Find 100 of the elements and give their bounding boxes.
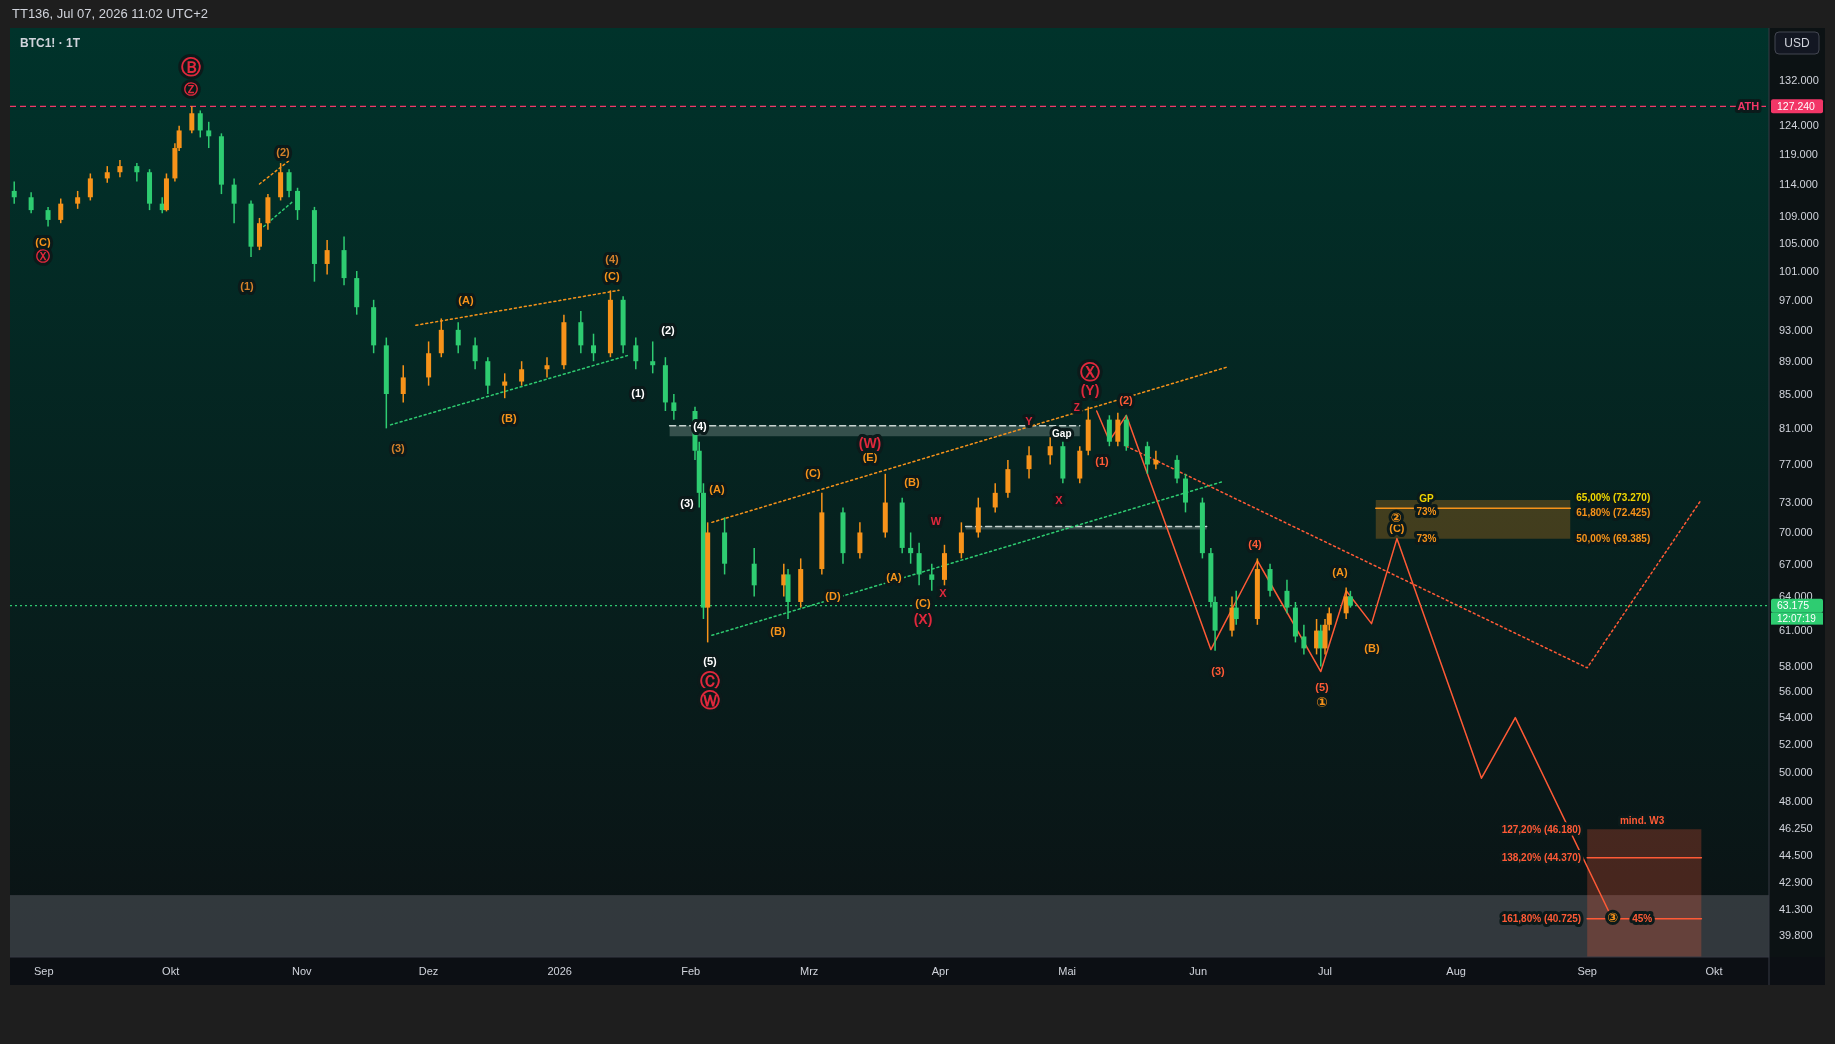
annotation: (2) — [1119, 393, 1134, 406]
x-tick-label: Jul — [1317, 965, 1333, 977]
text: USD — [1784, 36, 1810, 51]
x-tick-label: Sep — [1577, 965, 1597, 977]
y-tick-label: 124.000 — [1779, 118, 1819, 131]
y-tick-label: 109.000 — [1779, 210, 1819, 223]
y-tick-label: 42.900 — [1779, 875, 1813, 888]
annotation: (1) — [631, 386, 646, 399]
annotation: 50,00% (69.385) — [1576, 533, 1651, 545]
chart-subtitle: TT136, Jul 07, 2026 11:02 UTC+2 — [12, 6, 208, 21]
y-tick-label: 48.000 — [1779, 795, 1813, 808]
y-tick-label: 44.500 — [1779, 849, 1813, 862]
y-tick-label: 41.300 — [1779, 902, 1813, 915]
y-tick-label: 52.000 — [1779, 738, 1813, 751]
annotation: (3) — [391, 441, 406, 454]
annotation: (C) — [1389, 522, 1405, 535]
annotation: mind. W3 — [1619, 814, 1665, 826]
y-tick-label: 119.000 — [1779, 147, 1818, 160]
x-tick-label: Sep — [34, 965, 54, 977]
y-tick-label: 89.000 — [1779, 355, 1813, 368]
annotation: Gap — [1052, 428, 1072, 440]
y-tick-label: 61.000 — [1779, 624, 1813, 637]
annotation: (B) — [770, 624, 786, 637]
x-tick-label: Mrz — [800, 965, 819, 977]
annotation: (C) — [35, 235, 51, 248]
y-tick-label: 50.000 — [1779, 766, 1813, 779]
annotation: (X) — [913, 610, 933, 627]
y-tick-label: 97.000 — [1779, 293, 1813, 306]
annotation: (C) — [915, 596, 931, 609]
annotation: (B) — [1364, 641, 1380, 654]
text: 12:07:19 — [1777, 613, 1817, 625]
annotation: (1) — [240, 279, 255, 292]
annotation: (B) — [501, 411, 517, 424]
x-tick-label: Mai — [1058, 965, 1076, 977]
y-tick-label: 56.000 — [1779, 685, 1813, 698]
annotation: ② — [1390, 509, 1402, 525]
y-tick-label: 105.000 — [1779, 237, 1819, 250]
annotation: (A) — [458, 293, 474, 306]
x-tick-label: Aug — [1446, 965, 1466, 977]
y-tick-label: 85.000 — [1779, 387, 1813, 400]
y-tick-label: 58.000 — [1779, 660, 1813, 673]
text: BTC1! · 1T — [20, 36, 81, 50]
x-tick-label: Feb — [681, 965, 701, 977]
y-tick-label: 101.000 — [1779, 264, 1819, 277]
y-tick-label: 81.000 — [1779, 422, 1813, 435]
x-tick-label: Okt — [162, 965, 180, 977]
annotation: (2) — [661, 323, 676, 336]
y-tick-label: 114.000 — [1779, 178, 1818, 191]
annotation: X — [1055, 493, 1064, 506]
annotation: Y — [1025, 414, 1034, 427]
annotation: 73% — [1416, 505, 1437, 517]
annotation: (C) — [604, 269, 620, 282]
annotation: W — [930, 514, 942, 527]
y-tick-label: 67.000 — [1779, 557, 1813, 570]
x-tick-label: Dez — [418, 965, 439, 977]
ref-line-label: 63.175 — [1777, 599, 1810, 612]
annotation: Ⓑ — [181, 56, 201, 78]
annotation: (W) — [858, 434, 882, 451]
annotation: 138,20% (44.370) — [1501, 852, 1582, 864]
y-tick-label: 73.000 — [1779, 496, 1813, 509]
annotation: Z — [1073, 402, 1080, 414]
annotation: (C) — [805, 466, 821, 479]
y-tick-label: 132.000 — [1779, 73, 1819, 86]
ref-line-label: 127.240 — [1777, 99, 1816, 112]
annotation: (3) — [1211, 664, 1226, 677]
x-tick-label: Nov — [291, 965, 313, 977]
annotation: ATH — [1737, 100, 1760, 113]
annotation: (D) — [825, 589, 841, 602]
annotation: (A) — [886, 570, 902, 583]
y-tick-label: 54.000 — [1779, 711, 1813, 724]
x-tick-label: Jun — [1189, 965, 1208, 977]
x-tick-label: Okt — [1705, 965, 1723, 977]
annotation: (4) — [1248, 537, 1263, 550]
annotation: (2) — [276, 145, 291, 158]
annotation: Ⓧ — [36, 247, 50, 264]
annotation: (4) — [605, 252, 620, 265]
x-tick-label: Apr — [931, 965, 950, 977]
y-tick-label: 39.800 — [1779, 929, 1813, 942]
annotation: GP — [1419, 493, 1435, 505]
annotation: 73% — [1416, 533, 1437, 545]
y-tick-label: 77.000 — [1779, 458, 1813, 471]
x-tick-label: 2026 — [547, 965, 572, 977]
annotation: (1) — [1095, 454, 1110, 467]
annotation: (A) — [709, 482, 725, 495]
annotation: (B) — [904, 475, 920, 488]
annotation: (5) — [1315, 680, 1330, 693]
annotation: Ⓦ — [700, 689, 720, 711]
annotation: Ⓧ — [1080, 361, 1100, 383]
y-tick-label: 93.000 — [1779, 323, 1813, 336]
annotation: 61,80% (72.425) — [1576, 506, 1651, 518]
annotation: (Y) — [1080, 381, 1100, 398]
annotation: (4) — [693, 419, 708, 432]
annotation: (E) — [862, 450, 878, 463]
annotation: (5) — [703, 654, 718, 667]
annotation: ① — [1316, 693, 1328, 710]
annotation: (3) — [680, 496, 695, 509]
annotation: X — [939, 586, 948, 599]
annotation: 161,80% (40.725) — [1501, 913, 1582, 925]
y-tick-label: 70.000 — [1779, 526, 1813, 539]
annotation: (A) — [1332, 565, 1348, 578]
